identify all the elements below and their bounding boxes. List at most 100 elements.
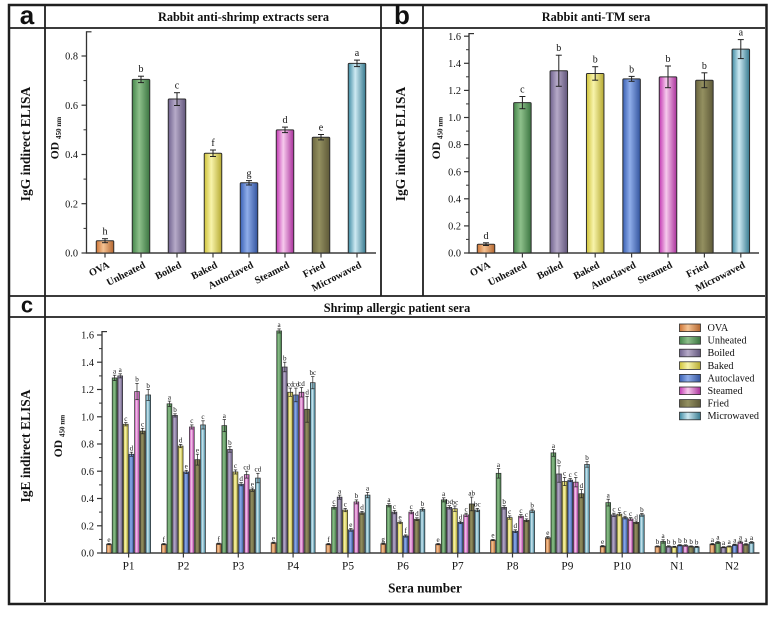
svg-text:d: d xyxy=(415,510,419,518)
svg-text:a: a xyxy=(497,461,501,469)
svg-text:d: d xyxy=(514,522,518,530)
svg-text:b: b xyxy=(656,538,660,546)
svg-text:b: b xyxy=(139,64,144,75)
svg-text:a: a xyxy=(168,393,172,401)
svg-text:b: b xyxy=(678,537,682,545)
svg-text:a: a xyxy=(607,492,611,500)
svg-text:OVA: OVA xyxy=(708,323,729,334)
svg-text:c: c xyxy=(465,506,468,514)
svg-text:d: d xyxy=(283,115,288,126)
svg-text:a: a xyxy=(744,536,748,544)
svg-text:a: a xyxy=(119,366,123,374)
svg-text:0.4: 0.4 xyxy=(65,150,78,161)
svg-text:e: e xyxy=(196,447,199,455)
svg-text:P3: P3 xyxy=(232,561,244,573)
svg-text:c: c xyxy=(508,508,511,516)
svg-text:e: e xyxy=(399,513,402,521)
svg-text:g: g xyxy=(381,535,385,543)
svg-text:Sera number: Sera number xyxy=(388,581,462,596)
svg-text:1.0: 1.0 xyxy=(81,412,94,423)
svg-text:P7: P7 xyxy=(452,561,464,573)
svg-text:0.2: 0.2 xyxy=(448,222,461,233)
svg-text:b: b xyxy=(666,54,671,65)
svg-text:g: g xyxy=(247,169,252,180)
svg-text:d: d xyxy=(634,513,638,521)
svg-text:c: c xyxy=(612,506,615,514)
svg-text:b: b xyxy=(283,355,287,363)
svg-text:b: b xyxy=(173,406,177,414)
svg-text:b: b xyxy=(502,498,506,506)
svg-text:0.8: 0.8 xyxy=(81,440,94,451)
svg-text:e: e xyxy=(601,538,604,546)
svg-text:c: c xyxy=(520,85,525,96)
svg-text:Microwaved: Microwaved xyxy=(708,411,760,422)
svg-text:a: a xyxy=(716,534,720,542)
svg-text:0.8: 0.8 xyxy=(65,52,78,63)
svg-text:a: a xyxy=(662,532,666,540)
svg-text:e: e xyxy=(272,534,275,542)
svg-text:P4: P4 xyxy=(287,561,299,573)
svg-text:1.4: 1.4 xyxy=(448,59,461,70)
svg-text:Rabbit anti-TM sera: Rabbit anti-TM sera xyxy=(542,10,651,24)
svg-text:bc: bc xyxy=(474,501,481,509)
svg-text:cd: cd xyxy=(298,380,305,388)
svg-text:IgG indirect ELISA: IgG indirect ELISA xyxy=(18,86,33,201)
svg-text:f: f xyxy=(405,527,408,535)
svg-text:IgE indirect ELISA: IgE indirect ELISA xyxy=(18,389,33,502)
svg-text:Rabbit anti-shrimp extracts se: Rabbit anti-shrimp extracts sera xyxy=(158,10,329,24)
svg-text:OD 450 nm: OD 450 nm xyxy=(431,117,445,159)
svg-text:c: c xyxy=(618,505,621,513)
svg-text:e: e xyxy=(349,521,352,529)
svg-text:a: a xyxy=(728,538,732,546)
svg-text:b: b xyxy=(355,492,359,500)
svg-text:a: a xyxy=(387,496,391,504)
svg-text:f: f xyxy=(211,138,215,149)
svg-text:c: c xyxy=(201,413,204,421)
svg-text:1.0: 1.0 xyxy=(448,113,461,124)
svg-text:c: c xyxy=(332,498,335,506)
svg-text:c: c xyxy=(21,293,33,318)
svg-text:N2: N2 xyxy=(725,561,739,573)
svg-text:c: c xyxy=(175,81,180,92)
svg-text:a: a xyxy=(552,442,556,450)
svg-text:b: b xyxy=(689,538,693,546)
svg-text:Shrimp allergic patient sera: Shrimp allergic patient sera xyxy=(324,301,471,315)
svg-text:cd: cd xyxy=(293,380,300,388)
svg-text:d: d xyxy=(305,389,309,397)
svg-text:ab: ab xyxy=(468,489,475,497)
svg-text:a: a xyxy=(223,412,227,420)
svg-text:P5: P5 xyxy=(342,561,354,573)
svg-text:d: d xyxy=(580,482,584,490)
svg-text:b: b xyxy=(640,506,644,514)
svg-text:cd: cd xyxy=(255,466,262,474)
svg-text:b: b xyxy=(667,538,671,546)
svg-text:d: d xyxy=(459,513,463,521)
svg-text:f: f xyxy=(327,536,330,544)
svg-text:b: b xyxy=(556,43,561,54)
svg-text:a: a xyxy=(278,321,282,329)
svg-text:d: d xyxy=(484,231,489,242)
svg-text:P10: P10 xyxy=(613,561,631,573)
svg-text:1.4: 1.4 xyxy=(81,358,94,369)
svg-text:IgG indirect ELISA: IgG indirect ELISA xyxy=(393,86,408,201)
svg-text:Steamed: Steamed xyxy=(708,386,743,397)
svg-text:Autoclaved: Autoclaved xyxy=(708,373,755,384)
svg-text:0.4: 0.4 xyxy=(81,494,94,505)
svg-text:0.6: 0.6 xyxy=(65,101,78,112)
svg-text:d: d xyxy=(360,504,364,512)
svg-text:Fried: Fried xyxy=(708,399,730,410)
svg-text:1.2: 1.2 xyxy=(448,86,461,97)
svg-text:a: a xyxy=(722,539,726,547)
svg-text:c: c xyxy=(190,417,193,425)
svg-text:0.0: 0.0 xyxy=(81,549,94,560)
svg-text:0.6: 0.6 xyxy=(448,167,461,178)
svg-text:bc: bc xyxy=(452,498,459,506)
svg-text:1.6: 1.6 xyxy=(81,331,94,342)
svg-text:d: d xyxy=(239,475,243,483)
svg-text:P8: P8 xyxy=(507,561,519,573)
svg-text:a: a xyxy=(750,534,754,542)
svg-text:0.0: 0.0 xyxy=(65,249,78,260)
svg-text:0.0: 0.0 xyxy=(448,249,461,260)
svg-text:a: a xyxy=(338,487,342,495)
svg-text:c: c xyxy=(234,462,237,470)
